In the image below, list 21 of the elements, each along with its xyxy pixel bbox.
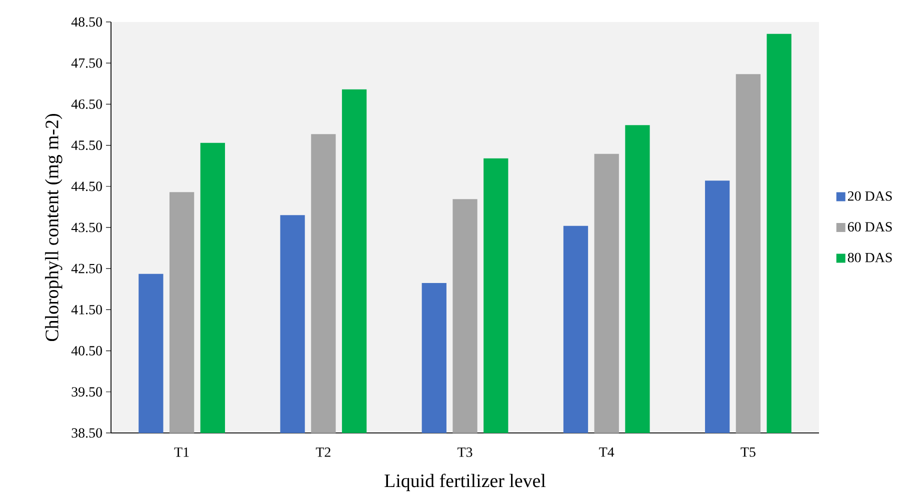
y-tick-label: 42.50 xyxy=(71,264,102,274)
legend-label: 60 DAS xyxy=(848,222,892,232)
y-tick-label: 38.50 xyxy=(72,428,102,438)
legend-label: 20 DAS xyxy=(848,191,892,201)
y-tick-label: 41.50 xyxy=(71,304,102,314)
y-tick-label: 46.50 xyxy=(71,99,102,109)
x-tick-label: T4 xyxy=(599,448,614,457)
y-tick-label: 45.50 xyxy=(71,140,102,150)
y-tick-label: 44.50 xyxy=(71,182,102,192)
x-tick-label: T2 xyxy=(316,448,330,457)
y-tick-label: 43.50 xyxy=(71,222,102,232)
y-tick-label: 40.50 xyxy=(71,346,102,356)
y-axis-title: Chlorophyll content (mg m-2) xyxy=(45,114,62,342)
x-tick-label: T5 xyxy=(740,448,756,457)
x-axis-title: Liquid fertilizer level xyxy=(384,474,546,492)
legend-label: 80 DAS xyxy=(848,252,892,262)
y-tick-label: 47.50 xyxy=(71,58,102,68)
y-tick-label: 48.50 xyxy=(71,17,102,27)
y-tick-label: 39.50 xyxy=(72,387,102,397)
x-tick-label: T1 xyxy=(174,447,189,457)
x-tick-label: T3 xyxy=(458,448,472,457)
